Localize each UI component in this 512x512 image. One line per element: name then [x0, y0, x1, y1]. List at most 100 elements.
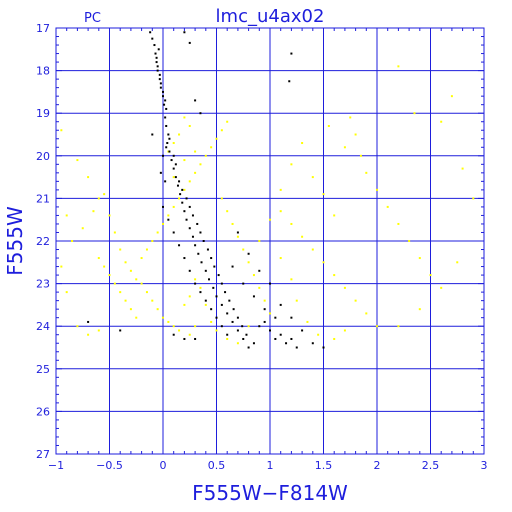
x-tick-label: 0.5: [208, 459, 226, 472]
data-point: [176, 184, 179, 187]
data-point: [97, 329, 100, 332]
data-point: [188, 333, 191, 336]
data-point: [167, 150, 170, 153]
data-point: [365, 312, 368, 315]
y-tick-label: 21: [36, 192, 50, 205]
data-point: [413, 112, 416, 115]
data-point: [290, 337, 293, 340]
data-point: [65, 291, 68, 294]
data-point: [213, 265, 216, 268]
x-tick-label: 1: [267, 459, 274, 472]
data-point: [178, 329, 181, 332]
points-layer: [60, 31, 475, 349]
data-point: [191, 214, 194, 217]
data-point: [183, 159, 186, 162]
data-point: [236, 235, 239, 238]
data-point: [226, 337, 229, 340]
data-point: [76, 325, 79, 328]
data-point: [274, 337, 277, 340]
data-point: [172, 231, 175, 234]
data-point: [155, 56, 158, 59]
data-point: [149, 31, 152, 34]
data-point: [228, 299, 231, 302]
data-point: [129, 269, 132, 272]
data-point: [165, 107, 168, 110]
data-point: [242, 337, 245, 340]
data-point: [156, 308, 159, 311]
data-point: [103, 265, 106, 268]
data-point: [210, 257, 213, 260]
data-point: [174, 176, 177, 179]
data-point: [290, 316, 293, 319]
data-point: [199, 291, 202, 294]
data-point: [279, 333, 282, 336]
data-point: [168, 137, 171, 140]
data-point: [236, 231, 239, 234]
data-point: [87, 176, 90, 179]
data-point: [472, 197, 475, 200]
data-point: [154, 52, 157, 55]
data-point: [97, 197, 100, 200]
y-tick-label: 22: [36, 235, 50, 248]
data-point: [263, 299, 266, 302]
data-point: [81, 227, 84, 230]
y-tick-label: 25: [36, 363, 50, 376]
data-point: [231, 222, 234, 225]
data-point: [97, 257, 100, 260]
data-point: [376, 188, 378, 191]
data-point: [231, 320, 234, 323]
data-point: [269, 218, 271, 221]
data-point: [164, 180, 167, 183]
data-point: [327, 124, 330, 127]
data-point: [194, 325, 197, 328]
data-point: [181, 188, 184, 191]
data-point: [206, 248, 209, 251]
data-point: [178, 197, 181, 200]
data-point: [290, 222, 293, 225]
data-point: [183, 303, 186, 306]
y-tick-label: 27: [36, 448, 50, 461]
data-point: [269, 312, 271, 315]
data-point: [199, 286, 202, 289]
data-point: [119, 248, 122, 251]
data-point: [279, 257, 282, 260]
data-point: [274, 316, 277, 319]
data-point: [349, 116, 352, 119]
data-point: [194, 99, 197, 102]
data-point: [194, 244, 197, 247]
data-point: [220, 129, 223, 132]
data-point: [135, 278, 138, 281]
data-point: [204, 299, 207, 302]
x-tick-label: 0: [160, 459, 167, 472]
data-point: [188, 227, 191, 230]
data-point: [164, 116, 167, 119]
data-point: [156, 69, 159, 72]
data-point: [183, 188, 186, 191]
data-point: [359, 154, 362, 157]
data-point: [103, 193, 106, 196]
data-point: [124, 261, 127, 264]
data-point: [224, 291, 227, 294]
data-point: [215, 137, 218, 140]
data-point: [113, 282, 116, 285]
x-tick-label: −0.5: [96, 459, 123, 472]
data-point: [113, 231, 116, 234]
data-point: [231, 265, 234, 268]
data-point: [208, 278, 211, 281]
data-point: [167, 320, 170, 323]
data-point: [200, 261, 203, 264]
data-point: [167, 218, 170, 221]
data-point: [194, 282, 197, 285]
data-point: [306, 320, 309, 323]
y-tick-label: 20: [36, 150, 50, 163]
data-point: [172, 205, 175, 208]
data-point: [162, 95, 164, 98]
x-tick-label: −1: [48, 459, 64, 472]
data-point: [168, 150, 171, 153]
data-point: [185, 197, 188, 200]
data-point: [440, 286, 443, 289]
data-point: [333, 214, 336, 217]
data-point: [140, 257, 143, 260]
data-point: [386, 205, 389, 208]
data-point: [196, 222, 199, 225]
